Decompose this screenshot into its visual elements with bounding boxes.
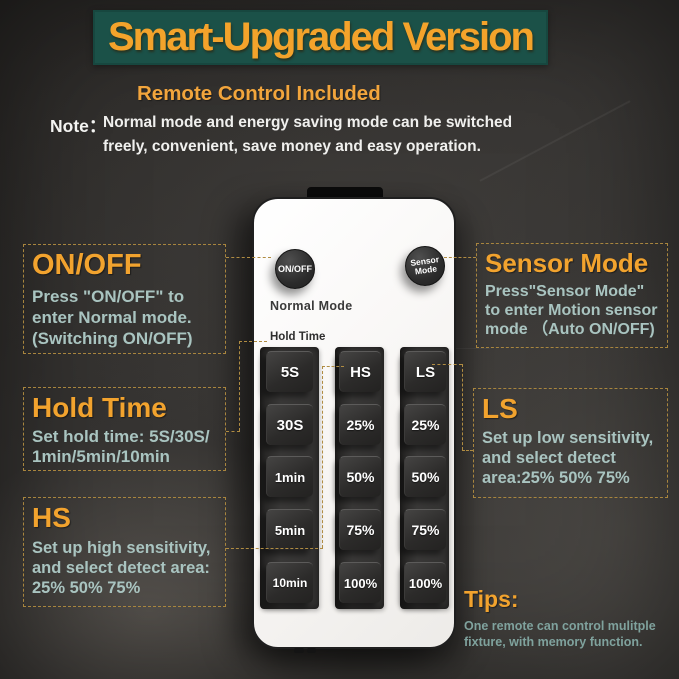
hold-time-label: Hold Time <box>270 331 326 343</box>
header-banner: Smart-Upgraded Version <box>93 10 548 65</box>
onoff-button: ON/OFF <box>275 249 315 289</box>
leader-line-hold-time <box>226 431 240 432</box>
callout-tips: Tips: One remote can control mulitple fi… <box>464 586 656 650</box>
leader-line-ls <box>462 450 473 451</box>
callout-hold-time-title: Hold Time <box>32 392 167 423</box>
leader-line-hold-time <box>239 341 240 431</box>
callout-ls-description: Set up low sensitivity, and select detec… <box>482 428 654 487</box>
leader-line-ls <box>462 364 463 450</box>
callout-hold-time: Hold Time Set hold time: 5S/30S/ 1min/5m… <box>23 387 226 471</box>
callout-sensor-mode-description: Press"Sensor Mode" to enter Motion senso… <box>485 282 658 338</box>
note-label: Note： <box>50 116 107 136</box>
leader-line-ls <box>432 364 462 365</box>
note-text-line2: freely, convenient, save money and easy … <box>103 138 481 155</box>
callout-hold-time-description: Set hold time: 5S/30S/ 1min/5min/10min <box>32 426 210 466</box>
callout-tips-title: Tips: <box>464 586 519 612</box>
callout-sensor-mode: Sensor Mode Press"Sensor Mode" to enter … <box>476 243 668 348</box>
background-streak <box>479 100 631 182</box>
callout-tips-description: One remote can control mulitple fixture,… <box>464 619 656 649</box>
callout-hs-description: Set up high sensitivity, and select dete… <box>32 538 211 597</box>
onoff-button-label: ON/OFF <box>278 264 312 274</box>
key-ls-100: 100% <box>404 562 446 603</box>
callout-ls: LS Set up low sensitivity, and select de… <box>473 388 668 498</box>
key-ls: LS <box>404 351 446 392</box>
key-ls-75: 75% <box>404 509 446 550</box>
key-ls-25: 25% <box>404 404 446 445</box>
high-sensitivity-key-column: HS 25% 50% 75% 100% <box>335 347 384 609</box>
callout-onoff-description: Press "ON/OFF" to enter Normal mode. (Sw… <box>32 286 193 348</box>
leader-line-hs <box>322 366 344 367</box>
callout-sensor-mode-title: Sensor Mode <box>485 248 649 278</box>
page-title: Smart-Upgraded Version <box>107 15 535 59</box>
callout-ls-title: LS <box>482 393 518 424</box>
key-hs: HS <box>339 351 381 392</box>
key-5min: 5min <box>266 509 313 550</box>
key-hs-50: 50% <box>339 456 381 497</box>
remote-control: ON/OFF Sensor Mode Normal Mode Hold Time… <box>252 197 456 649</box>
key-1min: 1min <box>266 456 313 497</box>
callout-onoff-title: ON/OFF <box>32 249 142 281</box>
callout-hs-title: HS <box>32 502 71 533</box>
remote-bottom-nub <box>294 648 304 653</box>
key-hs-25: 25% <box>339 404 381 445</box>
low-sensitivity-key-column: LS 25% 50% 75% 100% <box>400 347 449 609</box>
leader-line-hold-time <box>239 341 267 342</box>
sensor-mode-button-label: Sensor Mode <box>409 253 440 277</box>
key-30s: 30S <box>266 404 313 445</box>
sensor-mode-button: Sensor Mode <box>405 246 445 286</box>
subtitle: Remote Control Included <box>137 82 381 105</box>
hold-time-key-column: 5S 30S 1min 5min 10min <box>260 347 319 609</box>
remote-bottom-nub <box>307 648 316 653</box>
leader-line-hs <box>322 366 323 548</box>
normal-mode-label: Normal Mode <box>270 299 353 313</box>
key-hs-75: 75% <box>339 509 381 550</box>
key-10min: 10min <box>266 562 313 603</box>
leader-line-onoff <box>226 257 271 258</box>
callout-hs: HS Set up high sensitivity, and select d… <box>23 497 226 607</box>
leader-line-sensor-mode <box>444 257 476 258</box>
note-text-line1: Normal mode and energy saving mode can b… <box>103 114 513 131</box>
leader-line-hs <box>226 548 323 549</box>
key-ls-50: 50% <box>404 456 446 497</box>
callout-onoff: ON/OFF Press "ON/OFF" to enter Normal mo… <box>23 244 226 354</box>
key-hs-100: 100% <box>339 562 381 603</box>
key-5s: 5S <box>266 351 313 392</box>
